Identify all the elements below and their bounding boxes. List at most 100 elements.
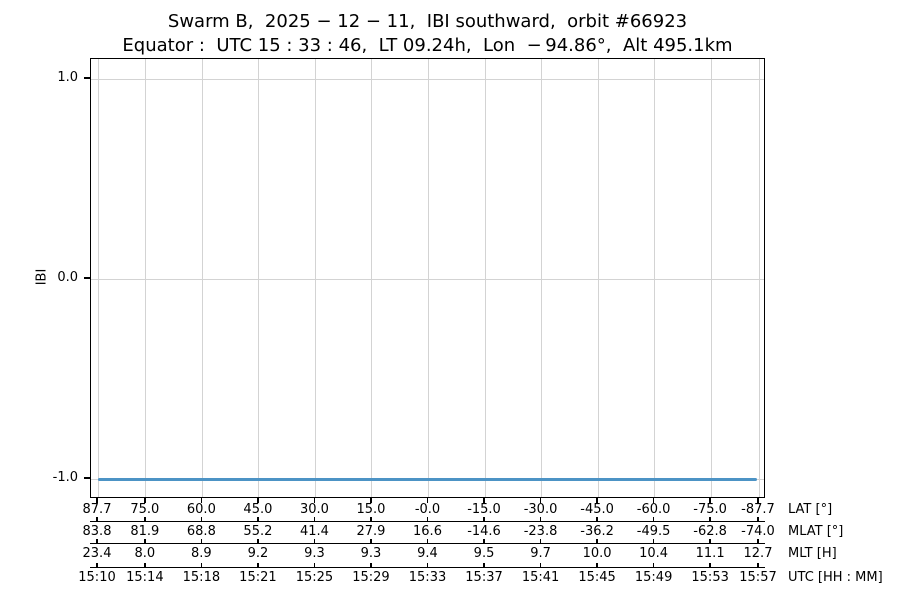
x-tick-mark (200, 538, 203, 543)
x-tick-mark (257, 516, 259, 521)
x-tick-label: 15:25 (295, 570, 334, 585)
x-tick-label: 15:29 (352, 570, 390, 585)
x-tick-label: 15:33 (408, 570, 447, 585)
x-tick-label: 10.0 (582, 545, 612, 561)
x-tick-label: 9.3 (360, 545, 382, 561)
x-tick-mark (596, 562, 598, 567)
x-tick-label: 41.4 (299, 523, 329, 539)
axis-row-line (90, 521, 765, 523)
x-tick-mark (257, 538, 259, 543)
x-tick-mark (313, 516, 316, 521)
x-tick-label: -87.7 (741, 502, 775, 517)
x-tick-mark (426, 538, 429, 543)
x-tick-mark (313, 498, 316, 503)
x-tick-mark (144, 498, 146, 503)
x-tick-mark (757, 562, 759, 567)
x-tick-mark (596, 516, 598, 521)
x-tick-label: 15:41 (521, 570, 560, 585)
x-tick-label: -74.0 (741, 523, 775, 539)
x-tick-label: 9.5 (473, 545, 495, 561)
x-tick-mark (200, 498, 203, 503)
x-tick-label: 9.7 (530, 545, 551, 561)
x-tick-label: 15:37 (465, 570, 503, 585)
x-tick-mark (313, 562, 316, 567)
x-tick-mark (96, 498, 98, 503)
axis-row-line (90, 543, 765, 545)
x-tick-label: -60.0 (636, 502, 671, 517)
x-tick-mark (652, 538, 655, 543)
y-tick-label: -1.0 (52, 470, 78, 485)
x-tick-label: 87.7 (82, 502, 112, 517)
x-tick-mark (426, 562, 429, 567)
x-tick-mark (370, 498, 372, 503)
gridline-vertical (314, 59, 316, 497)
ibi-series-line (98, 477, 757, 481)
x-tick-mark (426, 498, 429, 503)
axis-row-line (90, 567, 765, 569)
gridline-vertical (541, 59, 543, 497)
gridline-vertical (258, 59, 260, 497)
x-tick-label: 30.0 (299, 502, 329, 517)
x-tick-mark (370, 562, 372, 567)
x-tick-mark (709, 562, 711, 567)
x-tick-mark (483, 538, 485, 543)
x-tick-label: 15:18 (182, 570, 221, 585)
gridline-vertical (145, 59, 147, 497)
axis-row-title: LAT [°] (788, 502, 833, 517)
y-tick-mark (84, 477, 90, 479)
x-tick-label: -0.0 (414, 502, 441, 517)
x-tick-label: 75.0 (130, 502, 160, 517)
x-tick-mark (652, 516, 655, 521)
x-tick-label: -45.0 (580, 502, 614, 517)
x-tick-label: 83.8 (82, 523, 112, 539)
y-tick-label: 0.0 (57, 270, 78, 285)
x-tick-mark (709, 498, 711, 503)
x-tick-mark (144, 562, 146, 567)
x-tick-mark (539, 516, 542, 521)
x-tick-mark (757, 516, 759, 521)
y-tick-label: 1.0 (57, 70, 78, 85)
x-tick-mark (370, 516, 372, 521)
x-tick-mark (257, 498, 259, 503)
gridline-vertical (201, 59, 203, 497)
y-tick-mark (84, 77, 90, 79)
x-tick-label: -36.2 (580, 523, 614, 539)
x-tick-mark (539, 538, 542, 543)
x-tick-mark (652, 498, 655, 503)
x-tick-label: 15:57 (739, 570, 777, 585)
x-tick-mark (313, 538, 316, 543)
y-tick-mark (84, 277, 90, 279)
gridline-vertical (597, 59, 599, 497)
gridline-vertical (654, 59, 656, 497)
x-tick-mark (596, 498, 598, 503)
gridline-vertical (371, 59, 373, 497)
x-tick-label: 11.1 (695, 545, 725, 561)
x-tick-label: 60.0 (186, 502, 216, 517)
gridline-horizontal (91, 278, 764, 280)
x-tick-label: 8.0 (134, 545, 156, 561)
x-tick-label: 15.0 (356, 502, 386, 517)
x-tick-mark (596, 538, 598, 543)
chart-subtitle: Equator : UTC 15 : 33 : 46, LT 09.24h, L… (122, 35, 733, 56)
x-tick-label: 15:49 (634, 570, 673, 585)
x-tick-label: 15:10 (78, 570, 116, 585)
gridline-vertical (710, 59, 712, 497)
x-tick-label: -23.8 (523, 523, 558, 539)
x-tick-label: 15:53 (691, 570, 729, 585)
x-tick-label: 55.2 (243, 523, 273, 539)
x-tick-label: 15:14 (126, 570, 164, 585)
plot-area (90, 58, 765, 498)
x-tick-label: -75.0 (693, 502, 727, 517)
gridline-vertical (484, 59, 486, 497)
x-tick-mark (426, 516, 429, 521)
x-tick-mark (483, 516, 485, 521)
gridline-horizontal (91, 78, 764, 80)
x-tick-label: 23.4 (82, 545, 112, 561)
x-tick-mark (652, 562, 655, 567)
chart-title: Swarm B, 2025 − 12 − 11, IBI southward, … (167, 11, 688, 32)
x-tick-label: -14.6 (467, 523, 501, 539)
x-tick-label: -49.5 (636, 523, 671, 539)
x-tick-mark (144, 538, 146, 543)
gridline-vertical (758, 59, 760, 497)
